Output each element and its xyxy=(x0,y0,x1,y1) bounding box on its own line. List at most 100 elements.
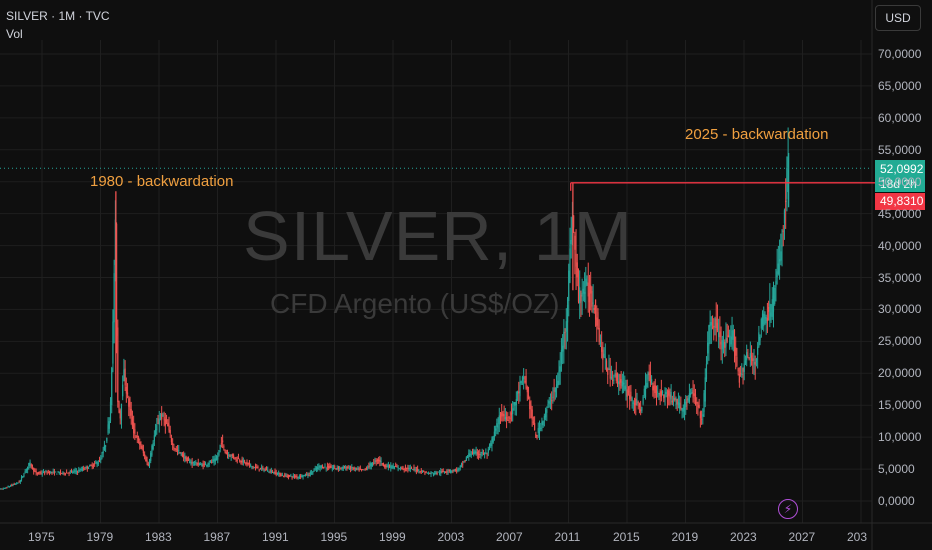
candle-body xyxy=(465,457,467,461)
candle-body xyxy=(421,470,424,473)
candle-body xyxy=(514,402,516,407)
candle-body xyxy=(426,472,428,474)
candle-body xyxy=(29,461,31,466)
candle-body xyxy=(694,394,697,400)
candle-body xyxy=(782,230,784,232)
candle-body xyxy=(331,467,333,469)
candle-body xyxy=(183,454,185,458)
candle-body xyxy=(175,448,177,450)
candle-body xyxy=(3,487,6,489)
candle-body xyxy=(778,259,781,262)
candle-body xyxy=(675,404,677,406)
candle-body xyxy=(750,355,753,361)
candle-body xyxy=(13,484,15,486)
candle-body xyxy=(555,384,558,388)
candle-body xyxy=(448,469,450,472)
candle-body xyxy=(652,386,654,391)
candle-body xyxy=(430,472,432,475)
candle-body xyxy=(262,467,264,469)
y-tick-label: 50,0000 xyxy=(878,174,922,189)
candle-body xyxy=(770,312,772,317)
candle-body xyxy=(170,437,173,443)
currency-button[interactable]: USD xyxy=(875,5,921,31)
candle-body xyxy=(324,466,326,468)
candle-body xyxy=(151,445,153,456)
candle-body xyxy=(709,322,711,327)
y-tick-label: 20,0000 xyxy=(878,366,922,381)
candle-body xyxy=(680,406,682,409)
candle-body xyxy=(146,460,148,463)
candle-body xyxy=(7,486,9,488)
candle-body xyxy=(245,462,247,464)
candle-body xyxy=(768,306,770,312)
candle-body xyxy=(118,401,120,413)
candle-body xyxy=(547,403,549,408)
level-price-tag: 49,8310 xyxy=(875,193,925,210)
candle-body xyxy=(397,466,399,468)
candle-body xyxy=(646,382,648,387)
candle-body xyxy=(436,473,438,475)
candle-body xyxy=(427,473,430,475)
candle-body xyxy=(420,470,422,472)
watermark-title: SILVER, 1M xyxy=(243,197,633,275)
candle-body xyxy=(94,463,96,465)
candle-body xyxy=(643,388,645,396)
candle-body xyxy=(546,409,548,413)
candle-body xyxy=(218,449,220,455)
candle-body xyxy=(554,387,556,393)
candle-body xyxy=(14,483,17,485)
candle-body xyxy=(417,468,419,471)
candle-body xyxy=(445,472,447,474)
lightning-icon[interactable]: ⚡ xyxy=(778,499,798,519)
candle-body xyxy=(719,331,721,338)
candle-body xyxy=(663,394,665,399)
candle-body xyxy=(356,468,358,470)
candle-body xyxy=(161,413,163,420)
candle-body xyxy=(342,466,344,469)
candle-body xyxy=(269,470,271,472)
candle-body xyxy=(330,466,332,468)
y-tick-label: 0,0000 xyxy=(878,494,915,508)
candle-body xyxy=(602,349,604,361)
candle-body xyxy=(725,337,727,347)
candle-body xyxy=(513,402,515,405)
candle-body xyxy=(516,391,519,394)
candle-body xyxy=(56,473,58,475)
candle-body xyxy=(204,463,207,466)
candle-body xyxy=(707,342,709,354)
candle-body xyxy=(714,326,716,328)
candle-body xyxy=(454,469,456,471)
candle-body xyxy=(498,415,500,425)
candle-body xyxy=(102,451,104,454)
candle-body xyxy=(746,352,748,361)
candle-body xyxy=(313,469,315,472)
candle-body xyxy=(702,414,704,417)
candle-body xyxy=(757,346,759,355)
candle-body xyxy=(300,475,302,477)
candle-body xyxy=(588,292,591,303)
candle-body xyxy=(264,469,266,471)
candle-body xyxy=(137,437,140,440)
candle-body xyxy=(630,391,632,399)
candle-body xyxy=(474,451,476,454)
candle-body xyxy=(197,462,199,465)
candle-body xyxy=(753,358,755,361)
candle-body xyxy=(220,442,222,444)
candle-body xyxy=(456,470,458,472)
candle-body xyxy=(162,415,164,417)
candle-body xyxy=(364,468,366,470)
candle-body xyxy=(733,329,736,353)
candle-body xyxy=(769,303,771,321)
candle-body xyxy=(164,419,166,426)
candle-body xyxy=(314,468,316,470)
candle-body xyxy=(693,393,695,396)
candle-body xyxy=(765,316,767,324)
candle-body xyxy=(763,313,765,327)
candle-body xyxy=(552,396,554,398)
candle-body xyxy=(239,460,241,462)
candle-body xyxy=(610,376,612,379)
candle-body xyxy=(505,416,508,421)
candle-body xyxy=(117,327,119,403)
candle-body xyxy=(375,460,377,462)
